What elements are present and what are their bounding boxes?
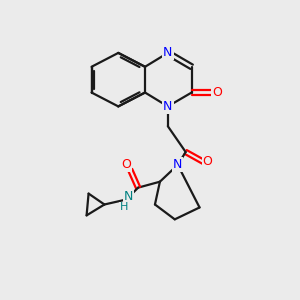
Text: H: H: [120, 202, 128, 212]
Text: N: N: [163, 100, 172, 113]
Text: N: N: [173, 158, 182, 171]
Text: N: N: [163, 46, 172, 59]
Text: O: O: [121, 158, 131, 171]
Text: O: O: [202, 155, 212, 168]
Text: O: O: [212, 86, 222, 99]
Text: N: N: [124, 190, 133, 203]
